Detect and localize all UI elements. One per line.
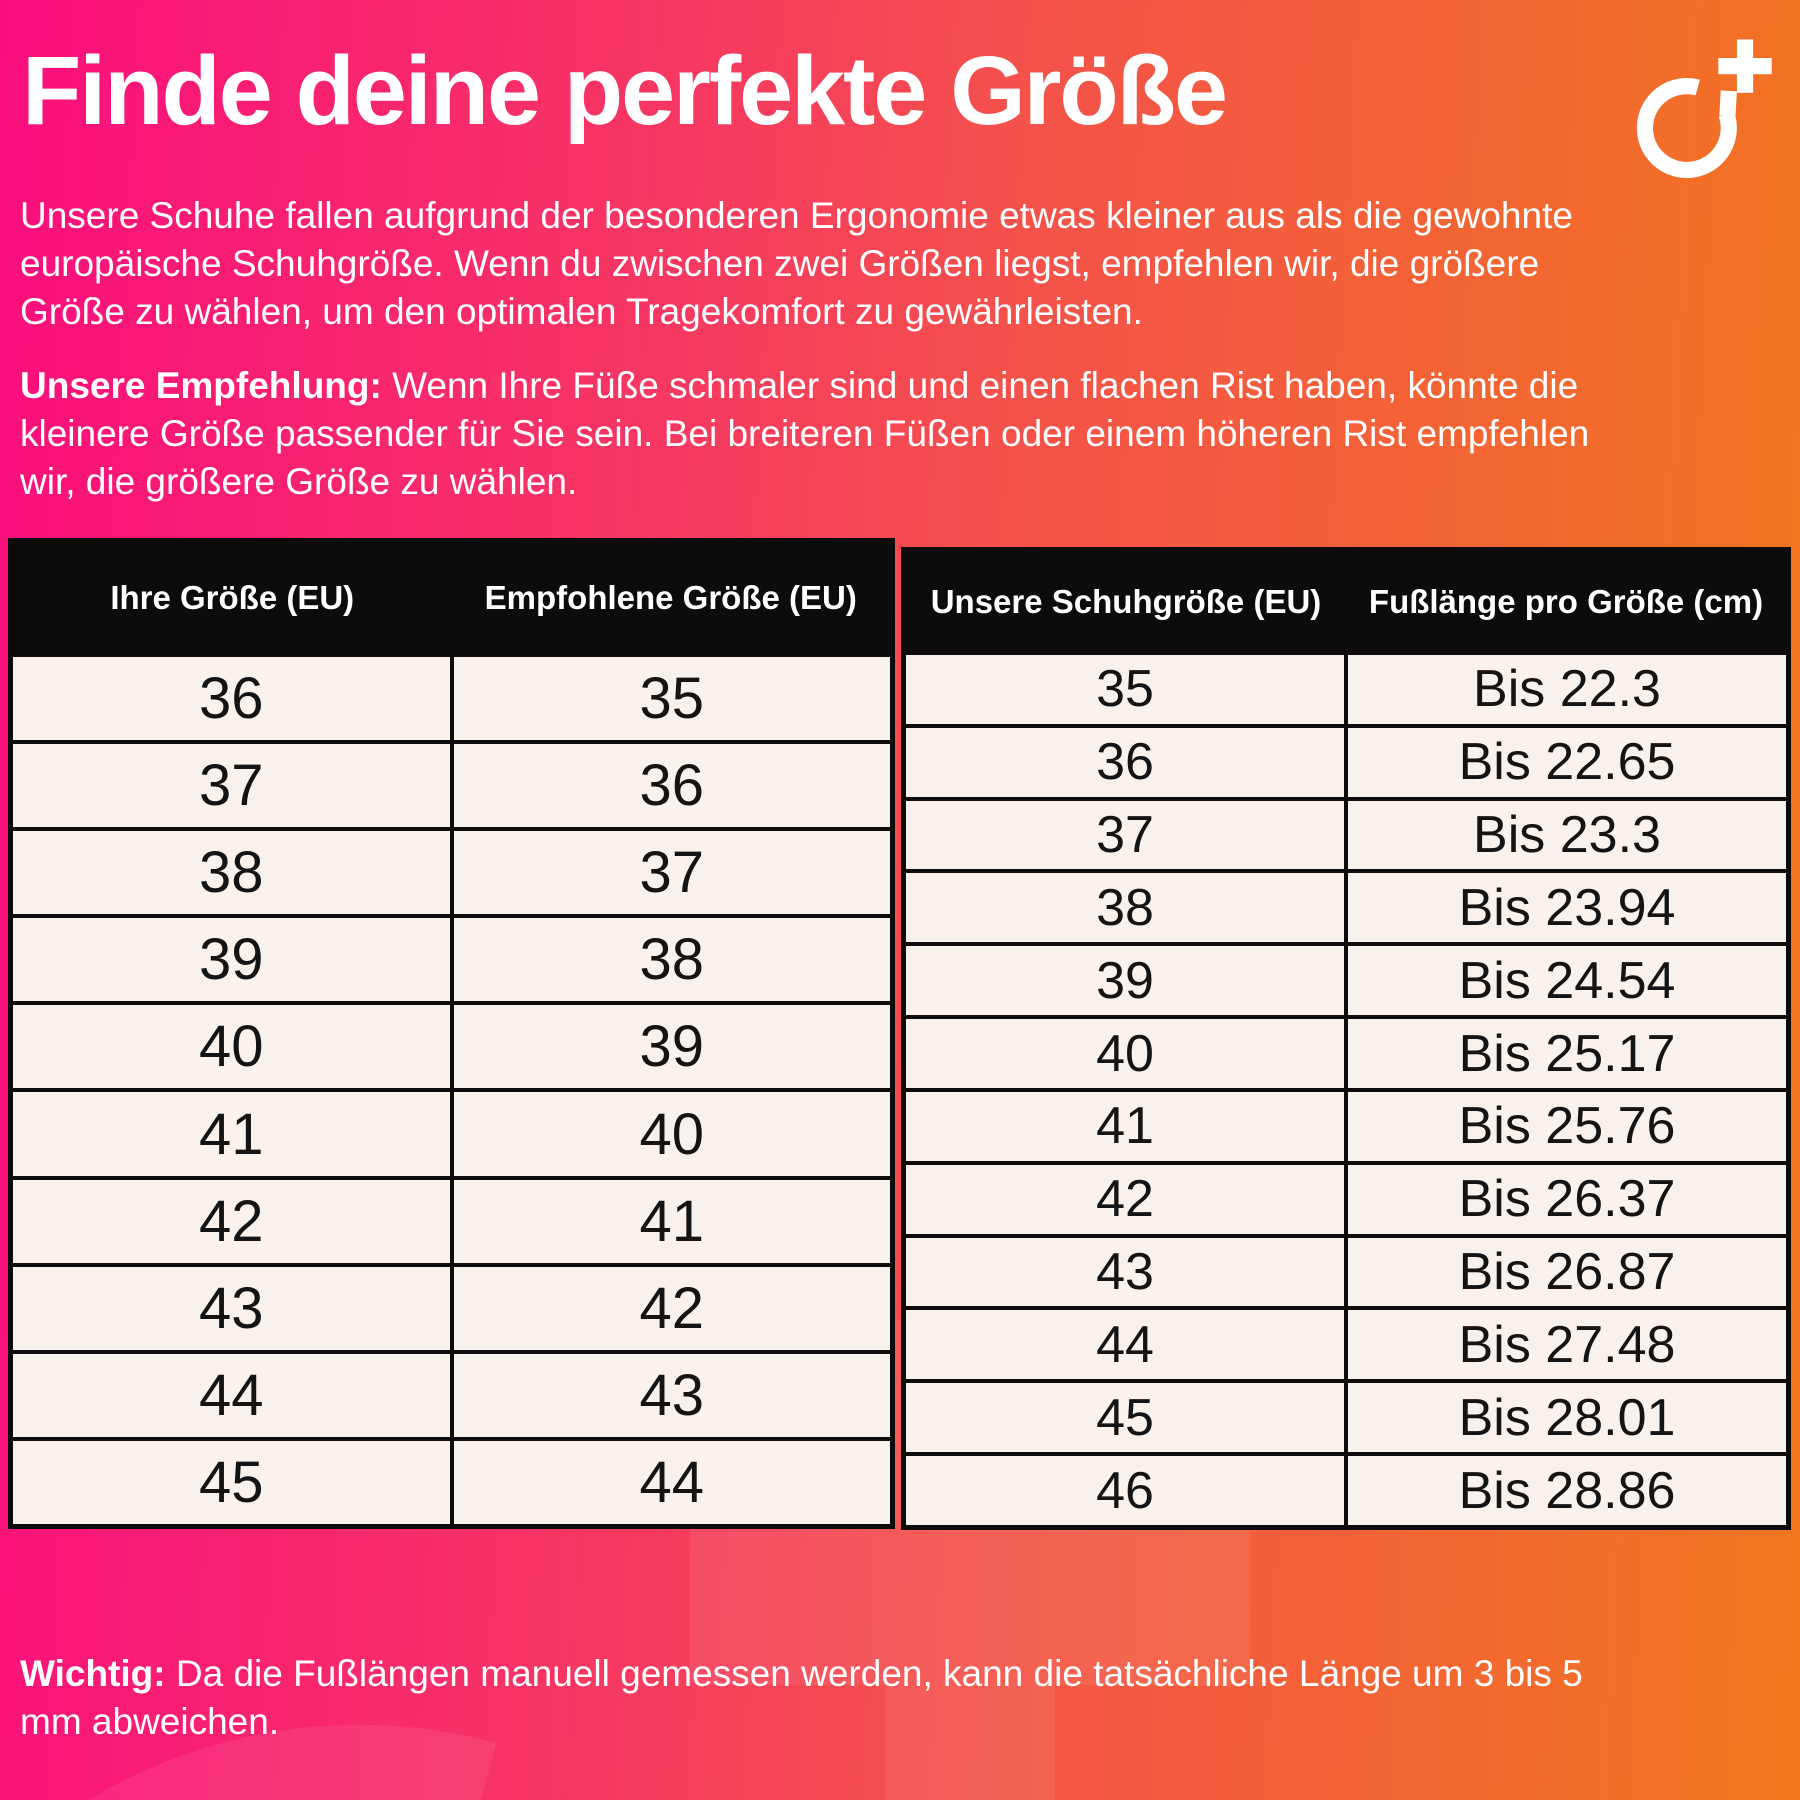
- table-cell: 46: [1096, 1461, 1154, 1520]
- table-row: 39 38: [13, 914, 891, 1002]
- table-cell: 41: [1096, 1097, 1154, 1156]
- table-cell: Bis 26.37: [1344, 1164, 1786, 1234]
- table-cell: Bis 22.65: [1344, 727, 1786, 797]
- table-cell: 37: [198, 753, 264, 819]
- foot-length-table-header: Unsere Schuhgröße (EU) Fußlänge pro Größ…: [906, 552, 1786, 651]
- table-cell: Bis 24.54: [1344, 946, 1786, 1016]
- table-row: 41 Bis 25.76: [906, 1087, 1786, 1161]
- foot-length-table: Unsere Schuhgröße (EU) Fußlänge pro Größ…: [901, 547, 1791, 1530]
- table-cell: Bis 26.87: [1344, 1237, 1786, 1307]
- table-row: 44 43: [13, 1349, 891, 1437]
- table-row: 40 Bis 25.17: [906, 1015, 1786, 1088]
- table-row: 40 39: [13, 1001, 891, 1089]
- table-cell: Bis 22.3: [1344, 655, 1786, 724]
- note-paragraph: Wichtig: Da die Fußlängen manuell gemess…: [20, 1650, 1600, 1746]
- recommendation-text: Wenn Ihre Füße schmaler sind und einen f…: [20, 365, 1590, 503]
- table-cell: 38: [198, 840, 264, 906]
- foot-length-table-body: 35 Bis 22.3 36 Bis 22.65 37 Bis 23.3 38 Bis 23.…: [906, 651, 1786, 1525]
- table-cell: 36: [198, 666, 264, 732]
- table-cell: 38: [449, 918, 891, 1002]
- table-cell: 39: [449, 1005, 891, 1089]
- recommendation-paragraph: Unsere Empfehlung: Wenn Ihre Füße schmal…: [20, 362, 1600, 506]
- table-cell: 35: [1096, 660, 1154, 719]
- table-cell: 36: [449, 744, 891, 828]
- table-cell: 45: [1096, 1388, 1154, 1447]
- table-cell: 39: [198, 927, 264, 993]
- size-conversion-table-body: 36 35 37 36 38 37 39 38 40 39 41 40 42 41 43 42 44 43 45 44: [13, 653, 890, 1524]
- table-cell: 41: [449, 1179, 891, 1263]
- table-row: 38 Bis 23.94: [906, 869, 1786, 943]
- table-cell: 42: [449, 1266, 891, 1350]
- table-row: 43 42: [13, 1262, 891, 1350]
- table-cell: 40: [449, 1092, 891, 1176]
- table-cell: Bis 25.17: [1344, 1019, 1786, 1088]
- table-row: 45 44: [13, 1436, 891, 1524]
- table-cell: 38: [1096, 878, 1154, 937]
- table-row: 42 41: [13, 1175, 891, 1263]
- table-row: 39 Bis 24.54: [906, 942, 1786, 1016]
- table-row: 36 35: [13, 653, 891, 741]
- table-row: 46 Bis 28.86: [906, 1452, 1786, 1525]
- table-cell: 39: [1096, 951, 1154, 1010]
- table-cell: 42: [1096, 1170, 1154, 1229]
- table-row: 35 Bis 22.3: [906, 651, 1786, 724]
- table-cell: 45: [198, 1449, 264, 1515]
- intro-paragraph: Unsere Schuhe fallen aufgrund der besond…: [20, 192, 1600, 336]
- table-cell: 35: [449, 657, 891, 741]
- table-cell: 37: [449, 831, 891, 915]
- table-row: 41 40: [13, 1088, 891, 1176]
- table-cell: Bis 23.94: [1344, 873, 1786, 943]
- header-cell-recommended-size: Empfohlene Größe (EU): [484, 579, 857, 616]
- header-cell-foot-length: Fußlänge pro Größe (cm): [1368, 582, 1764, 620]
- table-cell: 40: [198, 1014, 264, 1080]
- table-cell: Bis 28.86: [1344, 1456, 1786, 1525]
- table-row: 37 36: [13, 740, 891, 828]
- size-conversion-table: Ihre Größe (EU) Empfohlene Größe (EU) 36…: [8, 538, 895, 1529]
- table-row: 37 Bis 23.3: [906, 796, 1786, 870]
- table-cell: 44: [1096, 1315, 1154, 1374]
- table-cell: 44: [198, 1362, 264, 1428]
- table-cell: 36: [1096, 733, 1154, 792]
- table-cell: 40: [1096, 1024, 1154, 1083]
- table-cell: Bis 27.48: [1344, 1310, 1786, 1380]
- table-cell: 43: [449, 1353, 891, 1437]
- table-row: 43 Bis 26.87: [906, 1233, 1786, 1307]
- table-cell: Bis 28.01: [1344, 1383, 1786, 1453]
- page-title: Finde deine perfekte Größe: [22, 36, 1228, 145]
- table-row: 45 Bis 28.01: [906, 1379, 1786, 1453]
- table-cell: 42: [198, 1188, 264, 1254]
- recommendation-label: Unsere Empfehlung:: [20, 365, 382, 406]
- header-cell-your-size: Ihre Größe (EU): [110, 579, 355, 616]
- size-conversion-table-header: Ihre Größe (EU) Empfohlene Größe (EU): [13, 543, 890, 653]
- table-cell: 43: [198, 1275, 264, 1341]
- note-label: Wichtig:: [20, 1653, 166, 1694]
- table-cell: 37: [1096, 806, 1154, 865]
- header-cell-our-shoe-size: Unsere Schuhgröße (EU): [930, 582, 1322, 620]
- table-cell: 41: [198, 1101, 264, 1167]
- table-row: 44 Bis 27.48: [906, 1306, 1786, 1380]
- table-cell: 43: [1096, 1243, 1154, 1302]
- table-cell: 44: [449, 1440, 891, 1524]
- circle-plus-logo-icon: [1636, 39, 1772, 179]
- intro-text: Unsere Schuhe fallen aufgrund der besond…: [20, 195, 1573, 333]
- note-text: Da die Fußlängen manuell gemessen werden…: [20, 1653, 1583, 1743]
- table-cell: Bis 23.3: [1344, 800, 1786, 870]
- table-row: 42 Bis 26.37: [906, 1160, 1786, 1234]
- table-row: 38 37: [13, 827, 891, 915]
- table-row: 36 Bis 22.65: [906, 723, 1786, 797]
- table-cell: Bis 25.76: [1344, 1091, 1786, 1161]
